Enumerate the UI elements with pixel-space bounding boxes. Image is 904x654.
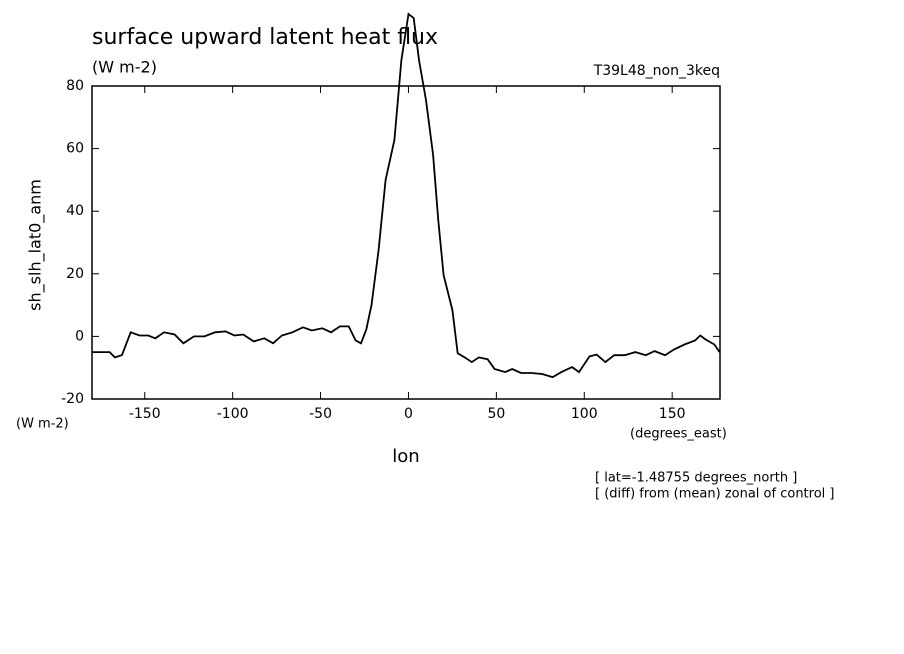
x-tick-label: 150	[659, 406, 686, 422]
x-tick-label: 50	[487, 406, 505, 422]
chart-subtitle: (W m-2)	[92, 58, 157, 77]
data-line	[92, 12, 720, 379]
y-tick-label: 0	[75, 328, 84, 344]
y-tick-label: 40	[66, 203, 84, 219]
chart-title: surface upward latent heat flux	[92, 25, 438, 50]
y-tick-label: 20	[66, 266, 84, 282]
note: [ lat=-1.48755 degrees_north ]	[595, 471, 797, 486]
note: [ (diff) from (mean) zonal of control ]	[595, 487, 834, 502]
x-tick-label: -100	[217, 406, 249, 422]
run-label: T39L48_non_3keq	[593, 63, 720, 79]
x-tick-label: 0	[404, 406, 413, 422]
x-axis-label: lon	[392, 446, 419, 467]
y-axis-label: sh_slh_lat0_anm	[26, 179, 46, 311]
y-tick-label: 80	[66, 78, 84, 94]
x-tick-label: -150	[129, 406, 161, 422]
y-axis-units: (W m-2)	[16, 417, 69, 432]
y-tick-label: 60	[66, 141, 84, 157]
plot-frame	[91, 85, 721, 400]
x-tick-label: -50	[309, 406, 332, 422]
y-tick-label: -20	[61, 391, 84, 407]
x-axis-units: (degrees_east)	[630, 427, 727, 442]
x-tick-label: 100	[571, 406, 598, 422]
